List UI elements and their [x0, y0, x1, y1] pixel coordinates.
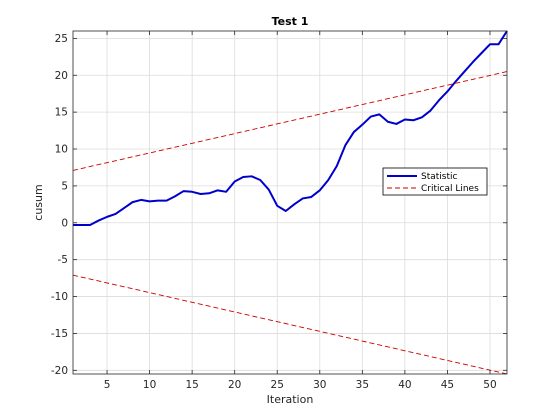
ticks: 5 10 15 20 25 30 35 40 45 50 -20 -15 -10 -5 0 5 10 15 20 25 — [51, 31, 507, 391]
legend-entry-critical-lines: Critical Lines — [421, 184, 479, 194]
critical-line-1 — [72, 71, 508, 171]
critical-line-2 — [72, 274, 508, 375]
x-tick-label: 15 — [185, 379, 198, 391]
plot-area — [73, 31, 507, 374]
x-tick-label: 20 — [228, 379, 241, 391]
y-tick-label: -10 — [51, 291, 68, 303]
x-tick-label: 5 — [104, 379, 111, 391]
y-tick-label: 15 — [55, 107, 68, 119]
y-tick-label: 20 — [55, 70, 68, 82]
legend: Statistic Critical Lines — [382, 167, 488, 196]
x-tick-label: 40 — [398, 379, 411, 391]
x-tick-label: 50 — [483, 379, 496, 391]
x-tick-label: 10 — [143, 379, 156, 391]
chart-title: Test 1 — [272, 15, 309, 28]
y-tick-label: -15 — [51, 328, 68, 340]
y-tick-label: -5 — [58, 254, 68, 266]
grid — [73, 31, 507, 374]
y-axis-label: cusum — [32, 184, 45, 220]
y-tick-label: 10 — [55, 144, 68, 156]
x-axis-label: Iteration — [267, 393, 314, 406]
legend-entry-statistic: Statistic — [421, 172, 458, 182]
y-tick-label: 0 — [61, 217, 68, 229]
y-tick-label: 5 — [61, 180, 68, 192]
axes-frame — [72, 30, 508, 375]
x-tick-label: 25 — [271, 379, 284, 391]
y-tick-label: 25 — [55, 33, 68, 45]
legend-box — [382, 167, 488, 196]
x-tick-label: 45 — [441, 379, 454, 391]
x-tick-label: 30 — [313, 379, 326, 391]
statistic-series-line — [73, 30, 508, 226]
x-tick-label: 35 — [356, 379, 369, 391]
y-tick-label: -20 — [51, 365, 68, 377]
series-layer — [72, 30, 508, 375]
